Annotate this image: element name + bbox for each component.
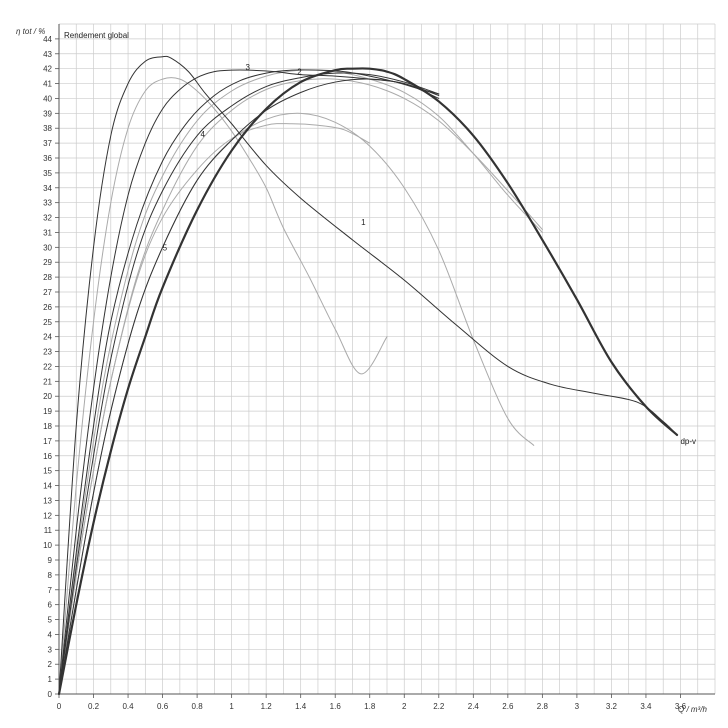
x-tick-label: 1.8 bbox=[364, 702, 376, 711]
x-tick-label: 2 bbox=[402, 702, 407, 711]
y-tick-label: 12 bbox=[43, 511, 52, 520]
y-tick-label: 34 bbox=[43, 184, 52, 193]
y-tick-label: 33 bbox=[43, 199, 52, 208]
y-tick-label: 39 bbox=[43, 109, 52, 118]
x-tick-label: 1 bbox=[229, 702, 234, 711]
y-tick-label: 32 bbox=[43, 214, 52, 223]
y-tick-label: 22 bbox=[43, 362, 52, 371]
y-tick-label: 11 bbox=[44, 526, 53, 535]
y-tick-label: 3 bbox=[48, 645, 53, 654]
y-tick-label: 18 bbox=[43, 422, 52, 431]
y-tick-label: 15 bbox=[43, 467, 52, 476]
y-tick-label: 24 bbox=[43, 333, 52, 342]
curve-1 bbox=[58, 77, 388, 695]
x-tick-label: 0.4 bbox=[122, 702, 134, 711]
x-tick-label: 0.8 bbox=[192, 702, 204, 711]
y-tick-label: 6 bbox=[48, 601, 53, 610]
curve-7 bbox=[58, 69, 543, 695]
y-tick-label: 1 bbox=[48, 675, 53, 684]
curve-label-3: 3 bbox=[245, 63, 250, 72]
y-tick-label: 31 bbox=[43, 228, 52, 237]
y-tick-label: 5 bbox=[48, 616, 53, 625]
curve-label-1: 1 bbox=[361, 218, 366, 227]
x-tick-label: 2.2 bbox=[433, 702, 445, 711]
y-tick-label: 41 bbox=[43, 80, 52, 89]
curve-1 bbox=[58, 55, 678, 695]
curve-label-4: 4 bbox=[201, 130, 206, 139]
axes bbox=[58, 24, 715, 695]
y-tick-label: 4 bbox=[48, 630, 53, 639]
x-tick-label: 3.4 bbox=[640, 702, 652, 711]
curve-4 bbox=[58, 72, 440, 695]
y-tick-label: 30 bbox=[43, 243, 52, 252]
y-tick-label: 9 bbox=[48, 556, 53, 565]
y-tick-label: 40 bbox=[43, 94, 52, 103]
y-tick-label: 44 bbox=[43, 35, 52, 44]
x-tick-label: 1.4 bbox=[295, 702, 307, 711]
x-tick-label: 0.6 bbox=[157, 702, 169, 711]
y-tick-label: 8 bbox=[48, 571, 53, 580]
y-tick-label: 16 bbox=[43, 452, 52, 461]
y-tick-label: 36 bbox=[43, 154, 52, 163]
y-tick-label: 23 bbox=[43, 348, 52, 357]
y-tick-label: 28 bbox=[43, 273, 52, 282]
y-tick-label: 19 bbox=[43, 407, 52, 416]
y-axis-label: η tot / % bbox=[16, 27, 45, 36]
x-tick-label: 3.2 bbox=[606, 702, 618, 711]
y-tick-label: 20 bbox=[43, 392, 52, 401]
x-tick-label: 1.2 bbox=[261, 702, 273, 711]
x-tick-label: 3 bbox=[575, 702, 580, 711]
curve-3 bbox=[58, 69, 440, 695]
x-tick-label: 2.6 bbox=[502, 702, 514, 711]
curve-5 bbox=[58, 78, 440, 695]
y-tick-label: 35 bbox=[43, 169, 52, 178]
y-tick-label: 26 bbox=[43, 303, 52, 312]
y-tick-label: 2 bbox=[48, 660, 53, 669]
curve-label-5: 5 bbox=[163, 243, 168, 252]
y-tick-label: 13 bbox=[43, 496, 52, 505]
curve-dp-v bbox=[57, 67, 679, 696]
grid bbox=[58, 23, 716, 695]
y-tick-label: 43 bbox=[43, 50, 52, 59]
y-tick-label: 14 bbox=[43, 482, 52, 491]
y-tick-label: 0 bbox=[48, 690, 53, 699]
y-tick-label: 21 bbox=[43, 377, 52, 386]
curve-label-2: 2 bbox=[297, 68, 302, 77]
x-tick-label: 3.6 bbox=[675, 702, 687, 711]
y-tick-label: 17 bbox=[43, 437, 52, 446]
x-tick-label: 2.8 bbox=[537, 702, 549, 711]
y-tick-label: 25 bbox=[43, 318, 52, 327]
curve-label-dp-v: dp-v bbox=[680, 437, 696, 446]
x-tick-label: 0 bbox=[57, 702, 62, 711]
x-tick-label: 2.4 bbox=[468, 702, 480, 711]
chart-title: Rendement global bbox=[64, 31, 129, 40]
y-tick-label: 29 bbox=[43, 258, 52, 267]
curve-labels: 1 3 2 4 5 dp-v bbox=[163, 63, 696, 446]
tick-labels: 0123456789101112131415161718192021222324… bbox=[43, 35, 686, 711]
curve-10 bbox=[58, 123, 371, 695]
curves bbox=[57, 55, 679, 696]
y-tick-label: 10 bbox=[43, 541, 52, 550]
x-tick-label: 0.2 bbox=[88, 702, 100, 711]
y-tick-label: 7 bbox=[48, 586, 53, 595]
y-tick-label: 37 bbox=[43, 139, 52, 148]
y-tick-label: 27 bbox=[43, 288, 52, 297]
y-tick-label: 38 bbox=[43, 124, 52, 133]
curve-9 bbox=[58, 112, 535, 695]
x-tick-label: 1.6 bbox=[330, 702, 342, 711]
x-axis-label: Q / m³/h bbox=[678, 705, 707, 714]
curve-2 bbox=[58, 69, 440, 695]
y-tick-label: 42 bbox=[43, 65, 52, 74]
